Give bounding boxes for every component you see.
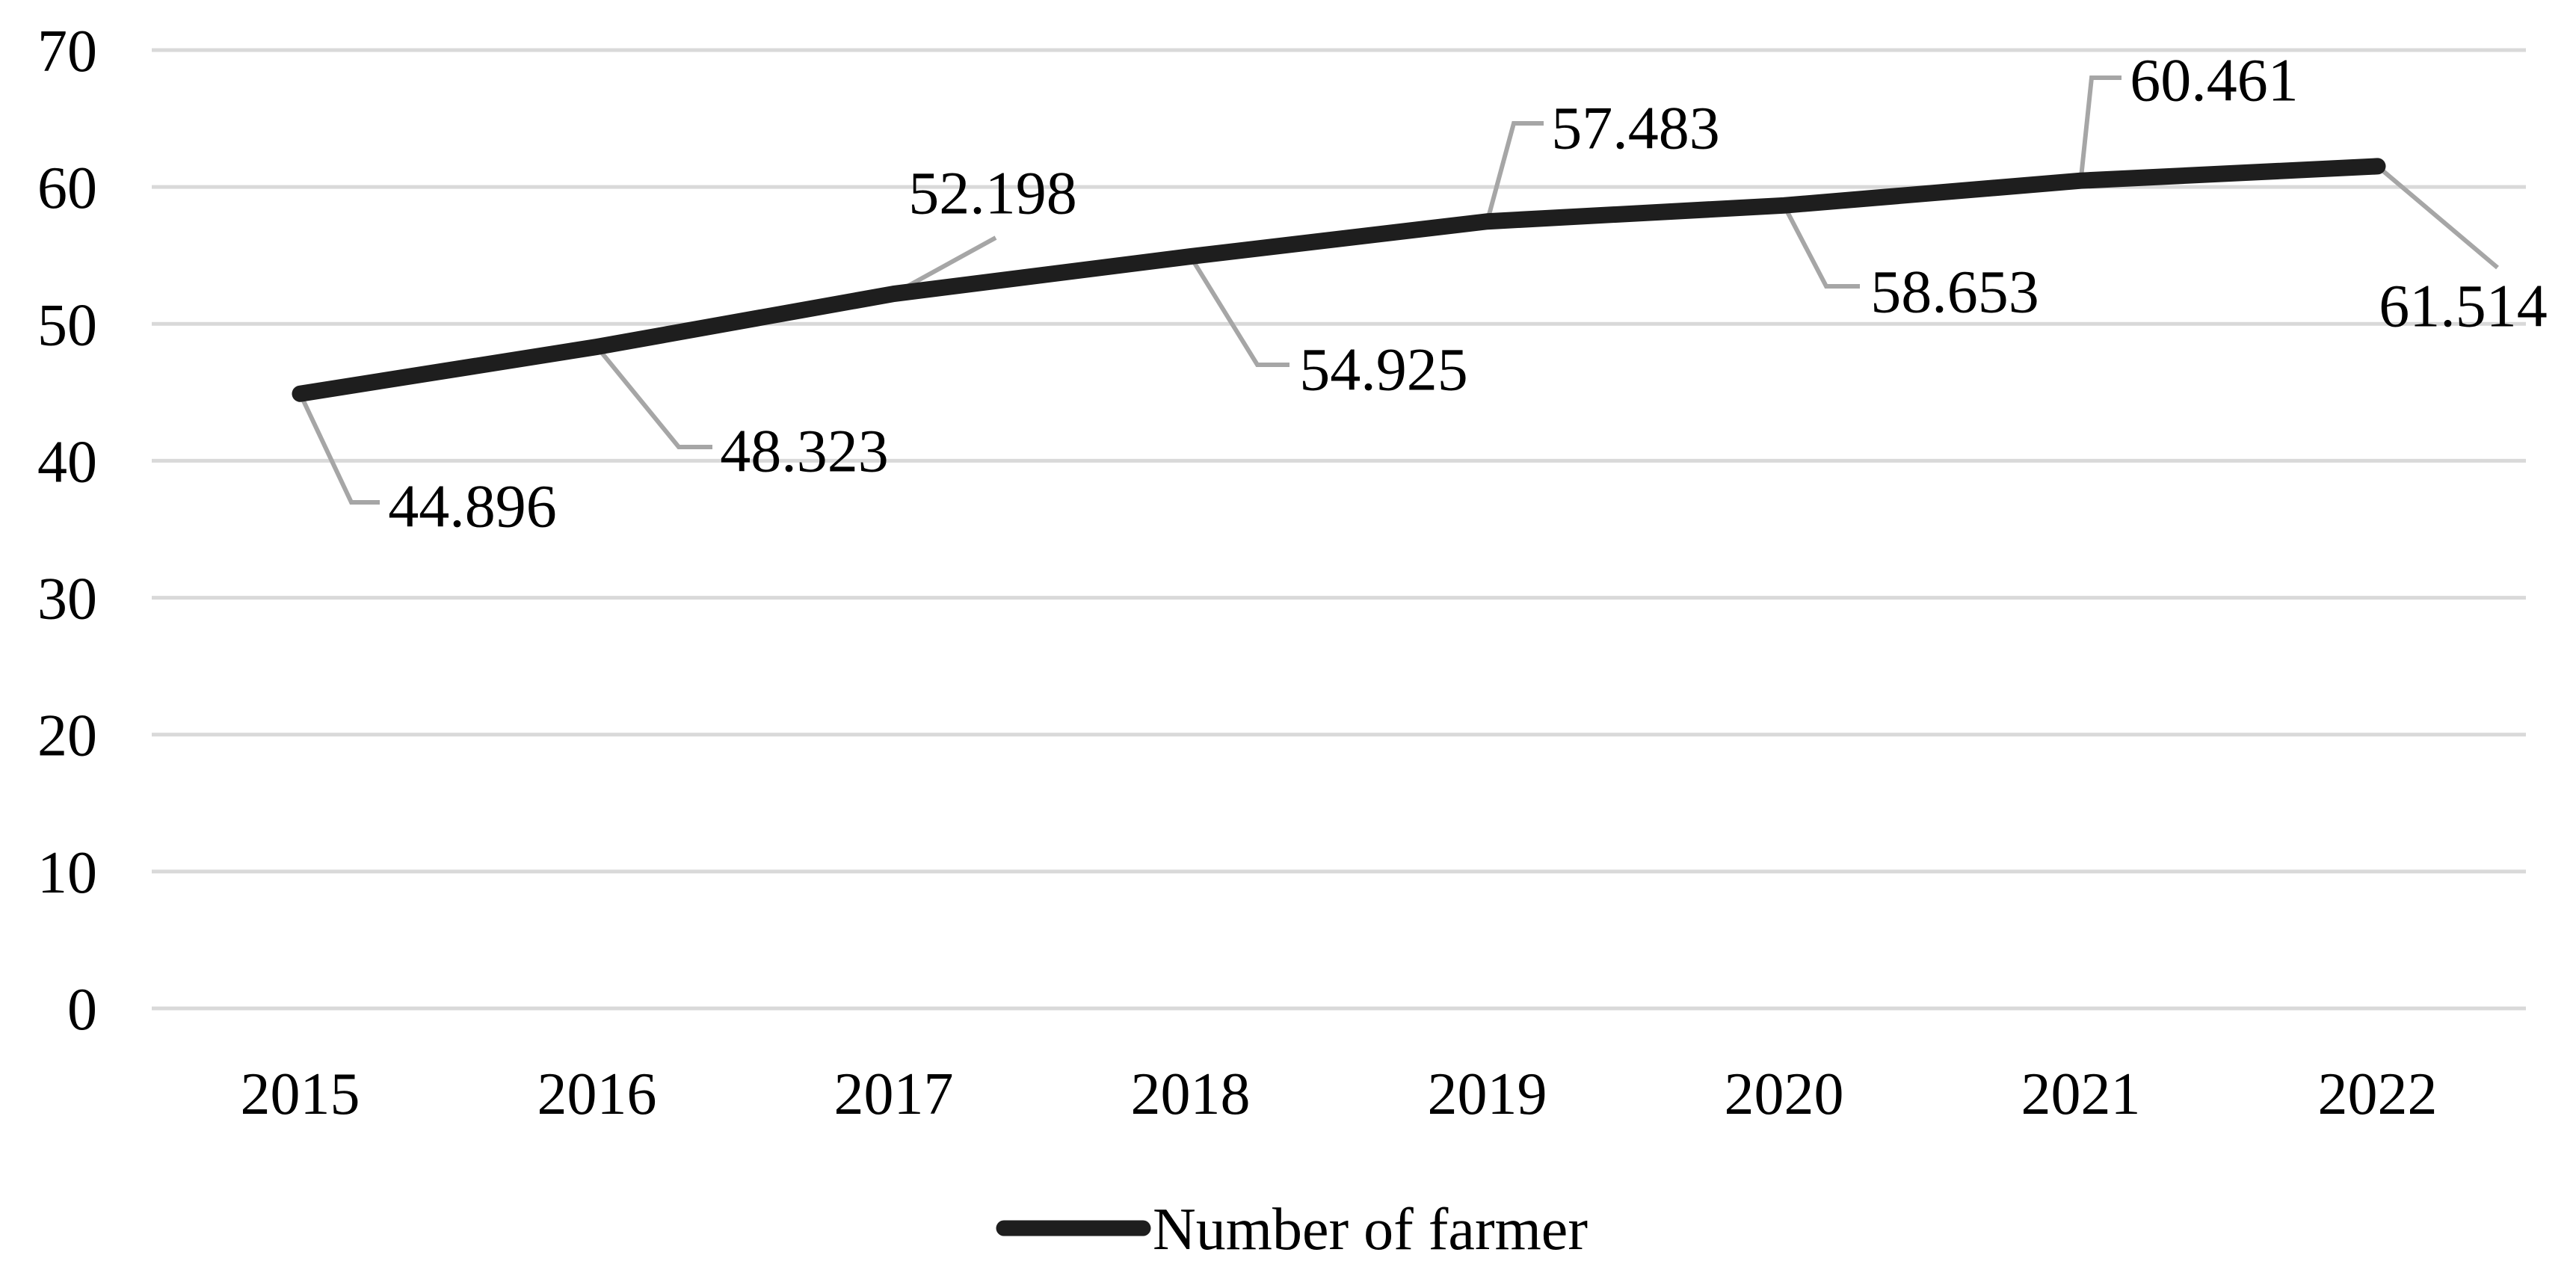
data-label-leader-line: [1485, 121, 1544, 223]
data-label-leader-line: [2376, 164, 2499, 270]
data-point-label: 60.461: [2130, 46, 2299, 114]
data-label-leader-line: [595, 345, 712, 449]
data-point-label: 58.653: [1870, 258, 2039, 326]
series-layer: [292, 158, 2386, 402]
x-axis-label: 2021: [2021, 1061, 2141, 1127]
gridlines-layer: [152, 48, 2526, 1011]
x-axis-label: 2015: [241, 1061, 360, 1127]
y-axis-tick-label: 30: [37, 567, 97, 632]
x-axis-label: 2017: [834, 1061, 954, 1127]
series-line-number-of-farmer: [292, 158, 2386, 402]
x-axis-label: 2016: [537, 1061, 657, 1127]
y-axis-tick-label: 0: [67, 977, 97, 1043]
data-point-label: 48.323: [720, 417, 889, 485]
y-axis-tick-label: 40: [37, 429, 97, 495]
x-axis-label: 2018: [1131, 1061, 1251, 1127]
leader-lines-layer: [298, 75, 2499, 505]
data-labels-layer: 44.896 48.323 52.198 54.925 57.483 58.653 60.4…: [388, 46, 2548, 540]
y-axis-tick-label: 70: [37, 19, 97, 84]
data-point-label: 54.925: [1299, 336, 1468, 404]
y-axis-tick-label: 60: [37, 155, 97, 221]
x-axis-label: 2019: [1428, 1061, 1547, 1127]
data-point-label: 44.896: [388, 472, 557, 540]
data-label-leader-line: [298, 392, 380, 505]
x-axis-label: 2020: [1725, 1061, 1844, 1127]
data-label-leader-line: [1781, 204, 1860, 289]
y-axis-tick-label: 50: [37, 292, 97, 358]
legend-label: Number of farmer: [1153, 1197, 1588, 1263]
y-axis-tick-label: 10: [37, 840, 97, 906]
legend-layer: Number of farmer: [996, 1197, 1588, 1263]
y-axis-tick-label: 20: [37, 703, 97, 769]
data-label-leader-line: [1188, 255, 1289, 367]
data-point-label: 61.514: [2379, 272, 2548, 340]
data-point-label: 52.198: [908, 159, 1077, 227]
axis-labels-layer: 70 60 50 40 30 20 10 0 2015 2016 2017 2018 2019 2020 2…: [37, 19, 2438, 1127]
data-label-leader-line: [2078, 75, 2121, 182]
x-axis-label: 2022: [2318, 1061, 2438, 1127]
data-point-label: 57.483: [1551, 94, 1720, 162]
